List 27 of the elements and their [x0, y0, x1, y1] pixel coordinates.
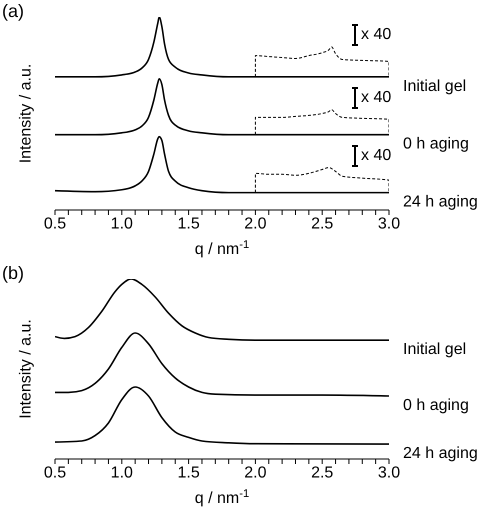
- series-label: Initial gel: [403, 341, 466, 358]
- x-tick-label: 3.0: [378, 464, 400, 482]
- series-label: 24 h aging: [403, 194, 478, 211]
- x-tick-label: 1.0: [110, 464, 134, 482]
- series-label: Initial gel: [403, 78, 466, 95]
- x-tick-label: 0.5: [44, 464, 66, 482]
- x-axis-title: q / nm$^{-1}$: [194, 488, 250, 507]
- x-tick-label: 1.0: [110, 215, 134, 232]
- x-tick-label: 1.5: [177, 215, 200, 232]
- x-tick-label: 2.5: [311, 215, 334, 232]
- series-label: 0 h aging: [403, 397, 469, 414]
- chart-title: (b): [2, 263, 24, 284]
- chart-title: (a): [2, 1, 24, 22]
- annotation: x 40: [361, 146, 392, 166]
- y-axis-title: Intensity / a.u.: [18, 319, 35, 419]
- x-tick-label: 2.5: [311, 464, 334, 482]
- annotation: x 40: [361, 24, 392, 45]
- y-axis-title: Intensity / a.u.: [18, 64, 35, 164]
- series-label: 24 h aging: [403, 445, 478, 462]
- x-tick-label: 2.0: [244, 464, 267, 482]
- x-tick-label: 1.5: [177, 464, 200, 482]
- series-label: 0 h aging: [403, 136, 469, 153]
- x-tick-label: 0.5: [44, 215, 66, 232]
- annotation: x 40: [361, 88, 392, 108]
- x-axis-title: q / nm$^{-1}$: [194, 239, 250, 258]
- x-tick-label: 3.0: [378, 215, 400, 232]
- x-tick-label: 2.0: [244, 215, 267, 232]
